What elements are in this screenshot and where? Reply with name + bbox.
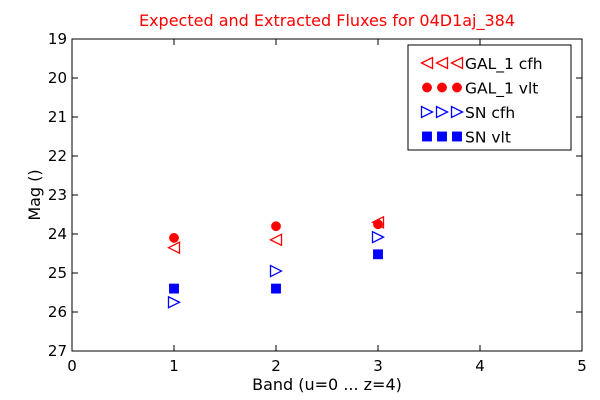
data-point	[169, 283, 179, 294]
data-point	[269, 233, 283, 247]
x-axis: 0 1 2 3 4 5	[67, 39, 587, 375]
legend-label: SN vlt	[465, 129, 511, 147]
x-tick-label: 5	[577, 357, 587, 375]
y-tick-label: 26	[48, 303, 67, 321]
y-tick-label: 27	[48, 342, 67, 360]
y-tick-label: 22	[48, 147, 67, 165]
data-point	[373, 249, 383, 260]
legend-marker	[435, 56, 449, 70]
legend-marker	[420, 105, 434, 119]
x-axis-label: Band (u=0 ... z=4)	[252, 375, 402, 394]
y-tick-label: 24	[48, 225, 67, 243]
legend-marker	[452, 82, 462, 93]
legend-marker	[422, 131, 432, 142]
data-point	[167, 295, 181, 309]
legend-marker	[420, 56, 434, 70]
data-point	[269, 264, 283, 278]
legend-label: GAL_1 cfh	[465, 55, 543, 74]
y-axis: 19 20 21 22 23 24 25 26 27	[48, 30, 582, 360]
legend-marker	[422, 82, 432, 93]
x-tick-label: 2	[271, 357, 281, 375]
legend-label: GAL_1 vlt	[465, 80, 538, 99]
y-tick-label: 20	[48, 69, 67, 87]
y-tick-label: 25	[48, 264, 67, 282]
x-tick-label: 0	[67, 357, 77, 375]
legend-marker	[452, 131, 462, 142]
y-tick-label: 21	[48, 108, 67, 126]
data-point	[271, 221, 281, 232]
data-point	[169, 232, 179, 243]
y-tick-label: 19	[48, 30, 67, 48]
legend-label: SN cfh	[465, 104, 515, 122]
legend-marker	[437, 82, 447, 93]
data-point	[373, 219, 383, 230]
data-point	[167, 241, 181, 255]
legend-marker	[437, 131, 447, 142]
y-tick-label: 23	[48, 186, 67, 204]
y-axis-label: Mag ()	[25, 169, 44, 220]
x-tick-label: 4	[475, 357, 485, 375]
legend-marker	[450, 105, 464, 119]
x-tick-label: 1	[169, 357, 179, 375]
chart-title: Expected and Extracted Fluxes for 04D1aj…	[139, 11, 515, 31]
data-point	[371, 230, 385, 244]
legend-box	[407, 44, 572, 151]
legend-marker	[450, 56, 464, 70]
legend: GAL_1 cfh GAL_1 vlt SN cfh SN vlt	[407, 44, 572, 151]
data-points	[167, 215, 385, 309]
legend-marker	[435, 105, 449, 119]
data-point	[271, 283, 281, 294]
x-tick-label: 3	[373, 357, 383, 375]
